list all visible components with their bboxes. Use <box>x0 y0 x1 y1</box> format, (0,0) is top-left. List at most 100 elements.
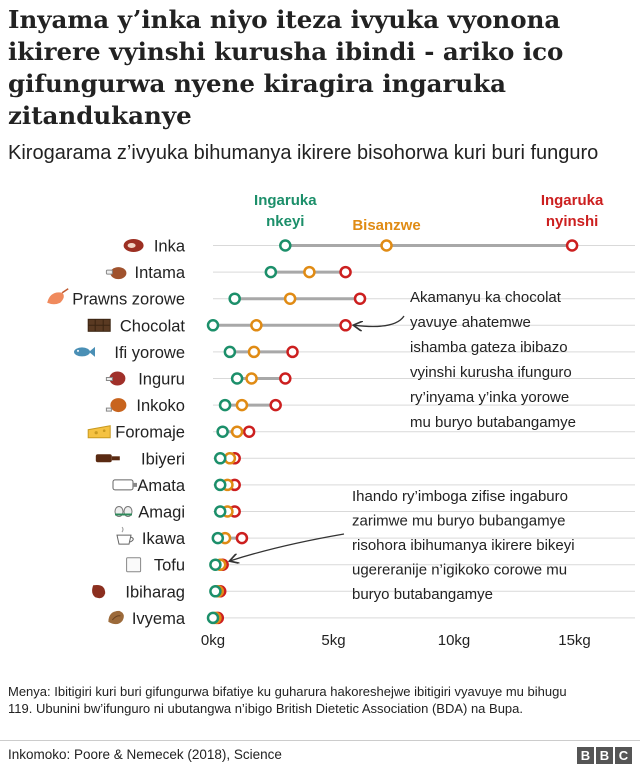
bbc-logo-letter: B <box>577 747 594 764</box>
category-row-chocolat: Chocolat <box>87 317 635 335</box>
dot-high <box>565 239 579 252</box>
dot-median <box>230 425 244 438</box>
annotation-text-line: ry’inyama y’inka yorowe <box>410 389 569 406</box>
category-label: Ibiharag <box>125 583 185 601</box>
chart-title: Inyama y’inka niyo iteza ivyuka vyonona … <box>8 5 564 130</box>
annotation-text-line: buryo butabangamye <box>352 586 493 603</box>
category-label: Prawns zorowe <box>72 291 185 309</box>
dot-high <box>339 265 352 279</box>
annotation-text-line: Ihando ry’imboga zifise ingaburo <box>352 488 568 505</box>
source-text: Inkomoko: Poore & Nemecek (2018), Scienc… <box>8 747 282 762</box>
dot-range-chart: Ingaruka nkeyi Bisanzwe Ingaruka nyinshi Inka… <box>47 192 635 649</box>
dot-high <box>242 425 256 438</box>
dot-low <box>264 265 278 279</box>
dot-high <box>269 398 282 412</box>
category-label: Intama <box>135 264 186 282</box>
coffee-icon <box>116 526 134 545</box>
category-row-amata: Amata <box>112 477 635 495</box>
dot-low <box>213 452 227 465</box>
dot-low <box>223 345 237 359</box>
category-label: Ivyema <box>132 610 186 628</box>
legend-label-high: nyinshi <box>546 213 599 230</box>
dot-median <box>283 292 297 305</box>
dot-high <box>279 372 292 385</box>
bbc-logo: B B C <box>577 747 632 764</box>
beer-icon <box>95 454 120 463</box>
annotation-text-line: yavuye ahatemwe <box>410 314 531 331</box>
prawn-icon <box>47 288 69 305</box>
annotation-text-line: mu buryo butabangamye <box>410 414 576 431</box>
annotation-text-line: ugereranije n’igikoko corowe mu <box>352 562 567 579</box>
dot-low <box>209 558 222 571</box>
dot-low <box>279 239 292 252</box>
legend-label-low: nkeyi <box>266 213 304 230</box>
bean-icon <box>92 584 106 599</box>
category-label: Inka <box>154 238 186 256</box>
legend-label-low: Ingaruka <box>254 192 317 209</box>
dot-low <box>213 505 227 518</box>
dot-median <box>303 265 316 279</box>
chart-subtitle: Kirogarama z’ivyuka bihumanya ikirere bi… <box>8 142 599 164</box>
annotation-text-line: risohora ibihumanya ikirere bikeyi <box>352 537 575 554</box>
category-row-ibiyeri: Ibiyeri <box>95 450 635 468</box>
dot-low <box>213 478 227 492</box>
cheese-icon <box>87 425 111 439</box>
annotation-arrow <box>355 315 405 326</box>
dot-low <box>230 372 244 385</box>
category-row-intama: Intama <box>105 264 635 282</box>
category-row-ivyema: Ivyema <box>108 610 635 628</box>
annotation-arrow <box>231 533 345 561</box>
category-row-inguru: Inguru <box>105 371 635 389</box>
legend-label-high: Ingaruka <box>541 192 604 209</box>
dot-median <box>245 372 258 385</box>
category-row-inka: Inka <box>123 238 635 256</box>
category-row-amagi: Amagi <box>114 504 635 522</box>
dot-high <box>339 319 352 332</box>
dot-high <box>353 292 367 305</box>
dot-median <box>250 319 263 332</box>
annotation-chocolate: Akamanyu ka chocolat yavuye ahatemwe isham… <box>355 289 576 431</box>
category-row-tofu: Tofu <box>126 557 635 575</box>
nut-icon <box>108 610 124 625</box>
lamb-icon <box>105 267 127 280</box>
pork-icon <box>105 371 126 386</box>
annotation-tofu: Ihando ry’imboga zifise ingaburo zarimwe … <box>231 488 575 603</box>
x-tick-label: 5kg <box>321 632 345 649</box>
chocolate-icon <box>87 318 111 332</box>
annotation-text-line: ishamba gateza ibibazo <box>410 339 568 356</box>
category-label: Ibiyeri <box>141 450 185 468</box>
dot-median <box>235 398 249 412</box>
annotation-text-line: zarimwe mu buryo bubangamye <box>352 513 565 530</box>
dot-low <box>211 531 225 545</box>
dot-low <box>206 611 220 625</box>
x-tick-label: 15kg <box>558 632 591 649</box>
category-label: Amagi <box>138 504 185 522</box>
footnote: Menya: Ibitigiri kuri buri gifungurwa bi… <box>8 684 567 716</box>
chicken-icon <box>105 398 127 413</box>
category-label: Ikawa <box>142 530 186 548</box>
category-row-ifi-yorowe: Ifi yorowe <box>74 344 635 362</box>
dot-low <box>218 398 232 412</box>
beef-icon <box>123 239 144 252</box>
eggs-icon <box>114 506 133 517</box>
dot-low <box>228 292 241 305</box>
category-label: Amata <box>137 477 186 495</box>
category-label: Chocolat <box>120 317 186 335</box>
category-label: Inkoko <box>136 397 185 415</box>
dot-low <box>206 319 220 332</box>
fish-icon <box>74 346 95 357</box>
category-row-foromaje: Foromaje <box>87 424 635 442</box>
dot-median <box>380 239 393 252</box>
dot-high <box>235 531 249 545</box>
milk-icon <box>112 479 137 491</box>
category-row-ikawa: Ikawa <box>116 526 635 548</box>
footer-divider <box>0 740 640 741</box>
category-label: Inguru <box>138 371 185 389</box>
category-label: Tofu <box>154 557 185 575</box>
category-label: Foromaje <box>115 424 185 442</box>
bbc-logo-letter: B <box>596 747 613 764</box>
dot-high <box>286 345 299 359</box>
x-tick-label: 0kg <box>201 632 225 649</box>
tofu-icon <box>126 557 142 573</box>
dot-low <box>216 425 229 438</box>
